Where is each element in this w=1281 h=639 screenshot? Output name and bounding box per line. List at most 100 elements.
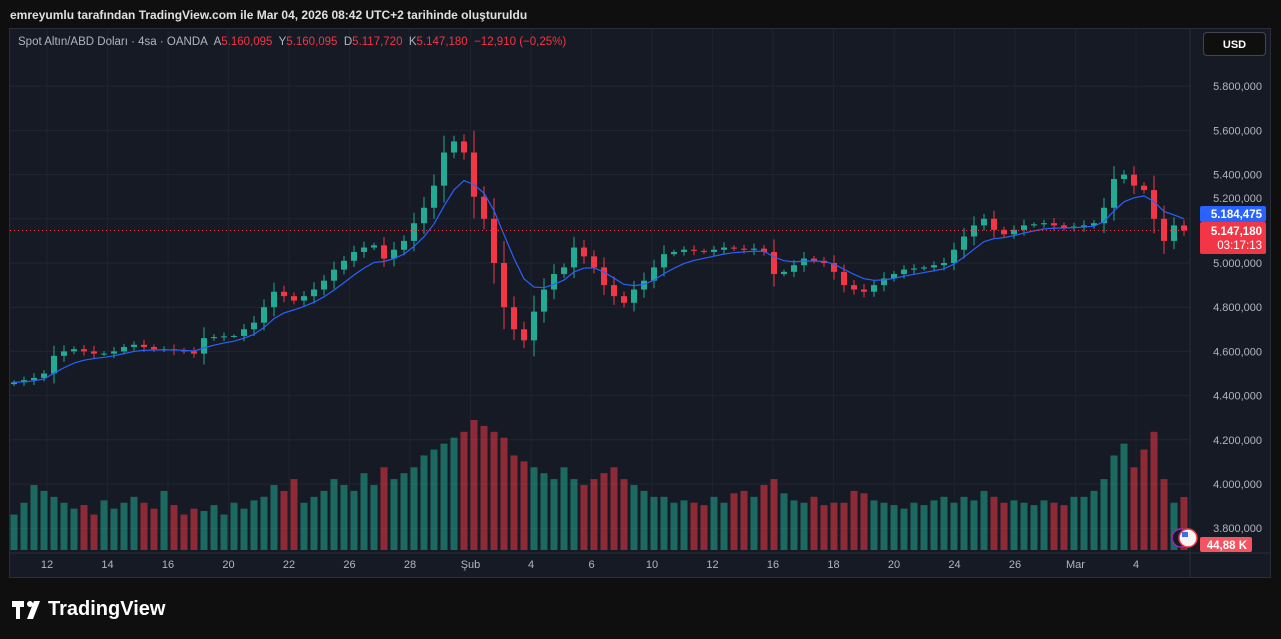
candle-body: [791, 265, 797, 272]
candle-body: [311, 289, 317, 297]
volume-bar: [560, 467, 568, 550]
candle-body: [1001, 229, 1007, 235]
volume-bar: [1110, 455, 1118, 550]
volume-bar: [180, 514, 188, 550]
candle-body: [581, 247, 587, 257]
volume-bar: [950, 502, 958, 550]
volume-bar: [590, 479, 598, 550]
candle-body: [681, 249, 687, 252]
volume-bar: [270, 485, 278, 550]
volume-bar: [320, 490, 328, 550]
candle-body: [201, 338, 207, 354]
volume-bar: [310, 496, 318, 550]
volume-bar: [280, 490, 288, 550]
x-tick-label: 12: [706, 559, 718, 571]
volume-bar: [350, 490, 358, 550]
volume-bar: [260, 496, 268, 550]
candle-body: [561, 267, 567, 275]
volume-bar: [890, 505, 898, 550]
volume-bar: [330, 479, 338, 550]
candle-body: [221, 336, 227, 338]
volume-bar: [250, 500, 258, 550]
candle-body: [101, 353, 107, 355]
low-value: 5.117,720: [352, 36, 403, 48]
candle-body: [731, 247, 737, 249]
y-tick-label: 5.200,000: [1213, 193, 1262, 205]
volume-bar: [190, 508, 198, 550]
y-tick-label: 5.800,000: [1213, 81, 1262, 93]
volume-bar: [540, 473, 548, 550]
logo-text: TradingView: [48, 598, 166, 620]
candle-body: [281, 291, 287, 297]
candle-body: [841, 271, 847, 286]
volume-bar: [850, 490, 858, 550]
volume-bar: [400, 473, 408, 550]
y-tick-label: 4.600,000: [1213, 346, 1262, 358]
y-tick-label: 5.400,000: [1213, 170, 1262, 182]
volume-bar: [460, 431, 468, 550]
candle-body: [571, 247, 577, 268]
volume-bar: [170, 505, 178, 550]
countdown-label: 03:17:13: [1217, 240, 1262, 252]
candle-body: [651, 267, 657, 281]
volume-bar: [760, 485, 768, 550]
candle-body: [751, 248, 757, 250]
candle-body: [271, 291, 277, 308]
volume-label: 44,88 K: [1207, 540, 1248, 552]
volume-bar: [550, 479, 558, 550]
candle-body: [661, 254, 667, 268]
candle-body: [861, 289, 867, 292]
candle-body: [121, 346, 127, 352]
symbol-legend: Spot Altın/ABD Doları · 4sa · OANDA A5.1…: [18, 36, 566, 48]
candle-body: [951, 249, 957, 263]
currency-button[interactable]: USD: [1203, 32, 1266, 56]
volume-bar: [410, 467, 418, 550]
candle-body: [921, 267, 927, 269]
volume-bar: [340, 485, 348, 550]
candle-body: [691, 249, 697, 251]
tradingview-logo[interactable]: TradingView: [12, 598, 165, 621]
y-tick-label: 4.800,000: [1213, 302, 1262, 314]
volume-bar: [650, 496, 658, 550]
volume-bar: [570, 479, 578, 550]
candle-body: [941, 263, 947, 266]
candle-body: [61, 351, 67, 356]
candle-body: [931, 265, 937, 268]
volume-bar: [880, 502, 888, 550]
volume-bar: [390, 479, 398, 550]
candle-body: [341, 260, 347, 270]
candle-body: [1021, 225, 1027, 230]
chart-panel[interactable]: [9, 28, 1271, 578]
candle-body: [1171, 225, 1177, 241]
volume-bar: [660, 496, 668, 550]
volume-bar: [670, 502, 678, 550]
candle-body: [51, 355, 57, 374]
candle-body: [11, 382, 17, 385]
candle-body: [621, 296, 627, 303]
y-tick-label: 4.400,000: [1213, 391, 1262, 403]
volume-bar: [20, 502, 28, 550]
volume-bar: [150, 508, 158, 550]
x-tick-label: Mar: [1066, 559, 1085, 571]
symbol-name[interactable]: Spot Altın/ABD Doları · 4sa · OANDA: [18, 36, 208, 48]
volume-bar: [520, 461, 528, 550]
candle-body: [1011, 229, 1017, 235]
candle-body: [741, 248, 747, 250]
volume-bar: [420, 455, 428, 550]
volume-bar: [820, 505, 828, 550]
y-tick-label: 5.600,000: [1213, 125, 1262, 137]
candle-body: [721, 247, 727, 250]
volume-bar: [200, 511, 208, 550]
volume-bar: [120, 502, 128, 550]
candle-body: [231, 335, 237, 337]
low-label: D: [343, 36, 353, 48]
open-value: 5.160,095: [221, 36, 273, 48]
volume-bar: [730, 493, 738, 550]
candle-body: [31, 377, 37, 381]
x-tick-label: 20: [888, 559, 900, 571]
volume-bar: [750, 496, 758, 550]
volume-bar: [470, 420, 478, 550]
candle-body: [451, 141, 457, 153]
candle-body: [801, 258, 807, 266]
